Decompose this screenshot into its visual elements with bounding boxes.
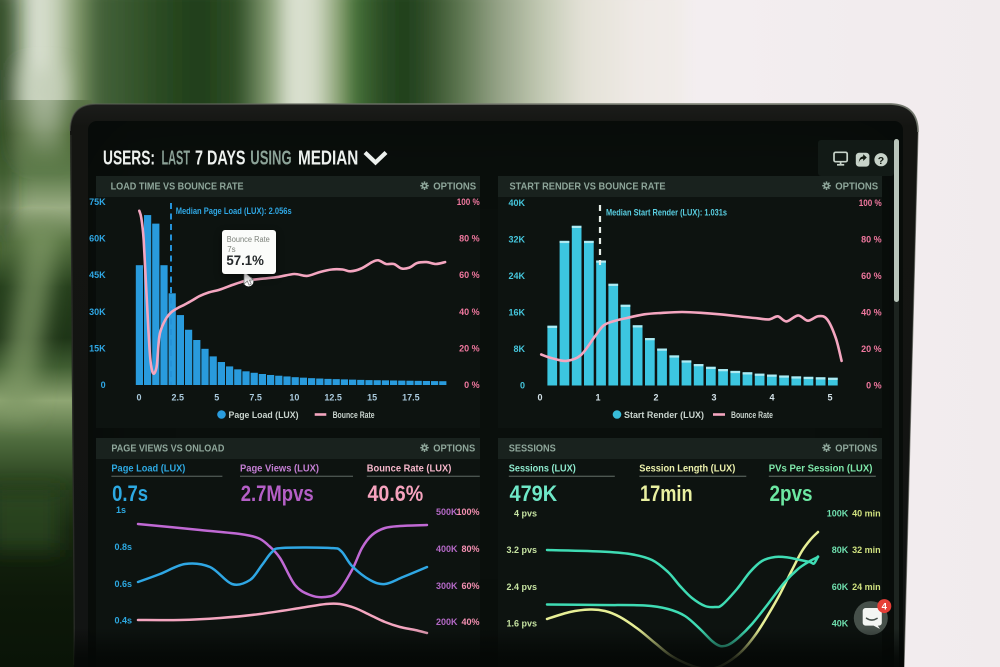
svg-text:0.6s: 0.6s	[114, 579, 132, 589]
svg-text:LAST: LAST	[162, 147, 191, 169]
svg-text:4: 4	[769, 393, 774, 403]
svg-text:16K: 16K	[508, 308, 525, 318]
svg-text:32 min: 32 min	[852, 545, 881, 555]
svg-text:Bounce Rate: Bounce Rate	[226, 235, 270, 244]
svg-text:40 %: 40 %	[459, 307, 480, 317]
svg-text:USERS:: USERS:	[103, 147, 155, 169]
svg-text:0.8s: 0.8s	[114, 542, 132, 552]
svg-text:100 %: 100 %	[457, 197, 480, 207]
svg-text:2pvs: 2pvs	[770, 481, 813, 506]
svg-text:3: 3	[711, 393, 716, 403]
svg-text:17min: 17min	[640, 481, 693, 506]
svg-text:10: 10	[289, 393, 299, 403]
svg-text:0: 0	[520, 381, 525, 391]
svg-text:1s: 1s	[116, 505, 126, 515]
svg-text:500K: 500K	[436, 507, 458, 517]
svg-text:40K: 40K	[508, 198, 525, 208]
svg-text:SESSIONS: SESSIONS	[509, 443, 556, 454]
svg-text:40.6%: 40.6%	[368, 481, 424, 506]
svg-text:4: 4	[882, 601, 888, 612]
svg-text:40 min: 40 min	[852, 509, 881, 519]
svg-text:Sessions (LUX): Sessions (LUX)	[509, 464, 576, 475]
svg-text:Bounce Rate: Bounce Rate	[333, 410, 375, 420]
svg-text:0: 0	[101, 380, 106, 390]
svg-text:45K: 45K	[89, 270, 106, 280]
svg-text:5: 5	[214, 393, 219, 403]
svg-text:0 %: 0 %	[866, 381, 882, 391]
svg-text:8K: 8K	[513, 344, 525, 354]
svg-text:5: 5	[827, 393, 832, 403]
svg-text:Page Load (LUX): Page Load (LUX)	[111, 464, 185, 475]
svg-text:OPTIONS: OPTIONS	[433, 181, 476, 192]
svg-text:200K: 200K	[436, 617, 458, 627]
svg-text:30K: 30K	[89, 307, 106, 317]
svg-text:LOAD TIME VS BOUNCE RATE: LOAD TIME VS BOUNCE RATE	[111, 181, 244, 192]
svg-text:0: 0	[537, 393, 542, 403]
svg-text:Median Page Load (LUX): 2.056s: Median Page Load (LUX): 2.056s	[176, 206, 292, 216]
svg-text:12.5: 12.5	[324, 393, 342, 403]
svg-text:60 %: 60 %	[459, 270, 480, 280]
svg-text:3.2 pvs: 3.2 pvs	[506, 545, 537, 555]
svg-text:57.1%: 57.1%	[226, 253, 264, 268]
svg-text:2.7Mpvs: 2.7Mpvs	[241, 481, 314, 506]
svg-text:479K: 479K	[510, 481, 558, 506]
svg-text:Bounce Rate (LUX): Bounce Rate (LUX)	[367, 464, 452, 475]
svg-text:Bounce Rate: Bounce Rate	[731, 410, 773, 420]
svg-text:80 %: 80 %	[861, 235, 882, 245]
svg-text:Page Load (LUX): Page Load (LUX)	[229, 410, 299, 420]
svg-text:Page Views (LUX): Page Views (LUX)	[240, 464, 319, 475]
svg-text:100K: 100K	[827, 509, 849, 519]
svg-text:20 %: 20 %	[861, 344, 882, 354]
svg-text:7s: 7s	[227, 244, 235, 253]
svg-text:7.5: 7.5	[249, 393, 262, 403]
svg-text:40 %: 40 %	[861, 308, 882, 318]
svg-text:2: 2	[653, 393, 658, 403]
svg-text:15K: 15K	[89, 344, 106, 354]
svg-text:PVs Per Session (LUX): PVs Per Session (LUX)	[769, 464, 873, 475]
svg-text:0: 0	[136, 393, 141, 403]
svg-text:4 pvs: 4 pvs	[514, 509, 537, 519]
svg-text:7 DAYS: 7 DAYS	[195, 147, 246, 169]
svg-text:60%: 60%	[461, 581, 479, 591]
svg-text:60K: 60K	[832, 582, 849, 592]
svg-text:20 %: 20 %	[459, 344, 480, 354]
svg-text:400K: 400K	[436, 544, 458, 554]
svg-text:300K: 300K	[436, 581, 458, 591]
svg-text:START RENDER VS BOUNCE RATE: START RENDER VS BOUNCE RATE	[510, 181, 666, 192]
svg-text:40%: 40%	[461, 617, 479, 627]
svg-text:75K: 75K	[89, 197, 106, 207]
svg-text:17.5: 17.5	[402, 393, 420, 403]
svg-text:60K: 60K	[89, 234, 106, 244]
svg-text:OPTIONS: OPTIONS	[835, 181, 878, 192]
svg-text:PAGE VIEWS VS ONLOAD: PAGE VIEWS VS ONLOAD	[111, 443, 224, 454]
svg-text:0 %: 0 %	[464, 380, 480, 390]
svg-text:Session Length (LUX): Session Length (LUX)	[639, 464, 735, 475]
svg-text:80K: 80K	[832, 545, 849, 555]
svg-text:80 %: 80 %	[459, 234, 480, 244]
svg-text:MEDIAN: MEDIAN	[298, 147, 358, 169]
svg-text:0.7s: 0.7s	[112, 481, 148, 506]
svg-text:Start Render (LUX): Start Render (LUX)	[624, 410, 704, 420]
svg-text:80%: 80%	[461, 544, 479, 554]
svg-text:OPTIONS: OPTIONS	[835, 443, 877, 454]
svg-text:0.4s: 0.4s	[114, 616, 132, 626]
svg-text:2.4 pvs: 2.4 pvs	[506, 582, 537, 592]
svg-text:60 %: 60 %	[861, 271, 882, 281]
svg-text:24K: 24K	[508, 271, 525, 281]
svg-text:100%: 100%	[456, 507, 479, 517]
svg-text:40K: 40K	[832, 619, 849, 629]
svg-text:USING: USING	[250, 147, 291, 169]
svg-text:32K: 32K	[508, 235, 525, 245]
svg-text:100 %: 100 %	[859, 198, 882, 208]
svg-text:OPTIONS: OPTIONS	[433, 443, 475, 454]
svg-text:?: ?	[878, 155, 884, 167]
svg-text:Median Start Render (LUX): 1.0: Median Start Render (LUX): 1.031s	[606, 208, 727, 218]
svg-text:2.5: 2.5	[172, 393, 185, 403]
svg-text:1: 1	[595, 393, 600, 403]
svg-text:15: 15	[367, 393, 377, 403]
svg-text:24 min: 24 min	[852, 582, 881, 592]
svg-text:1.6 pvs: 1.6 pvs	[506, 619, 537, 629]
